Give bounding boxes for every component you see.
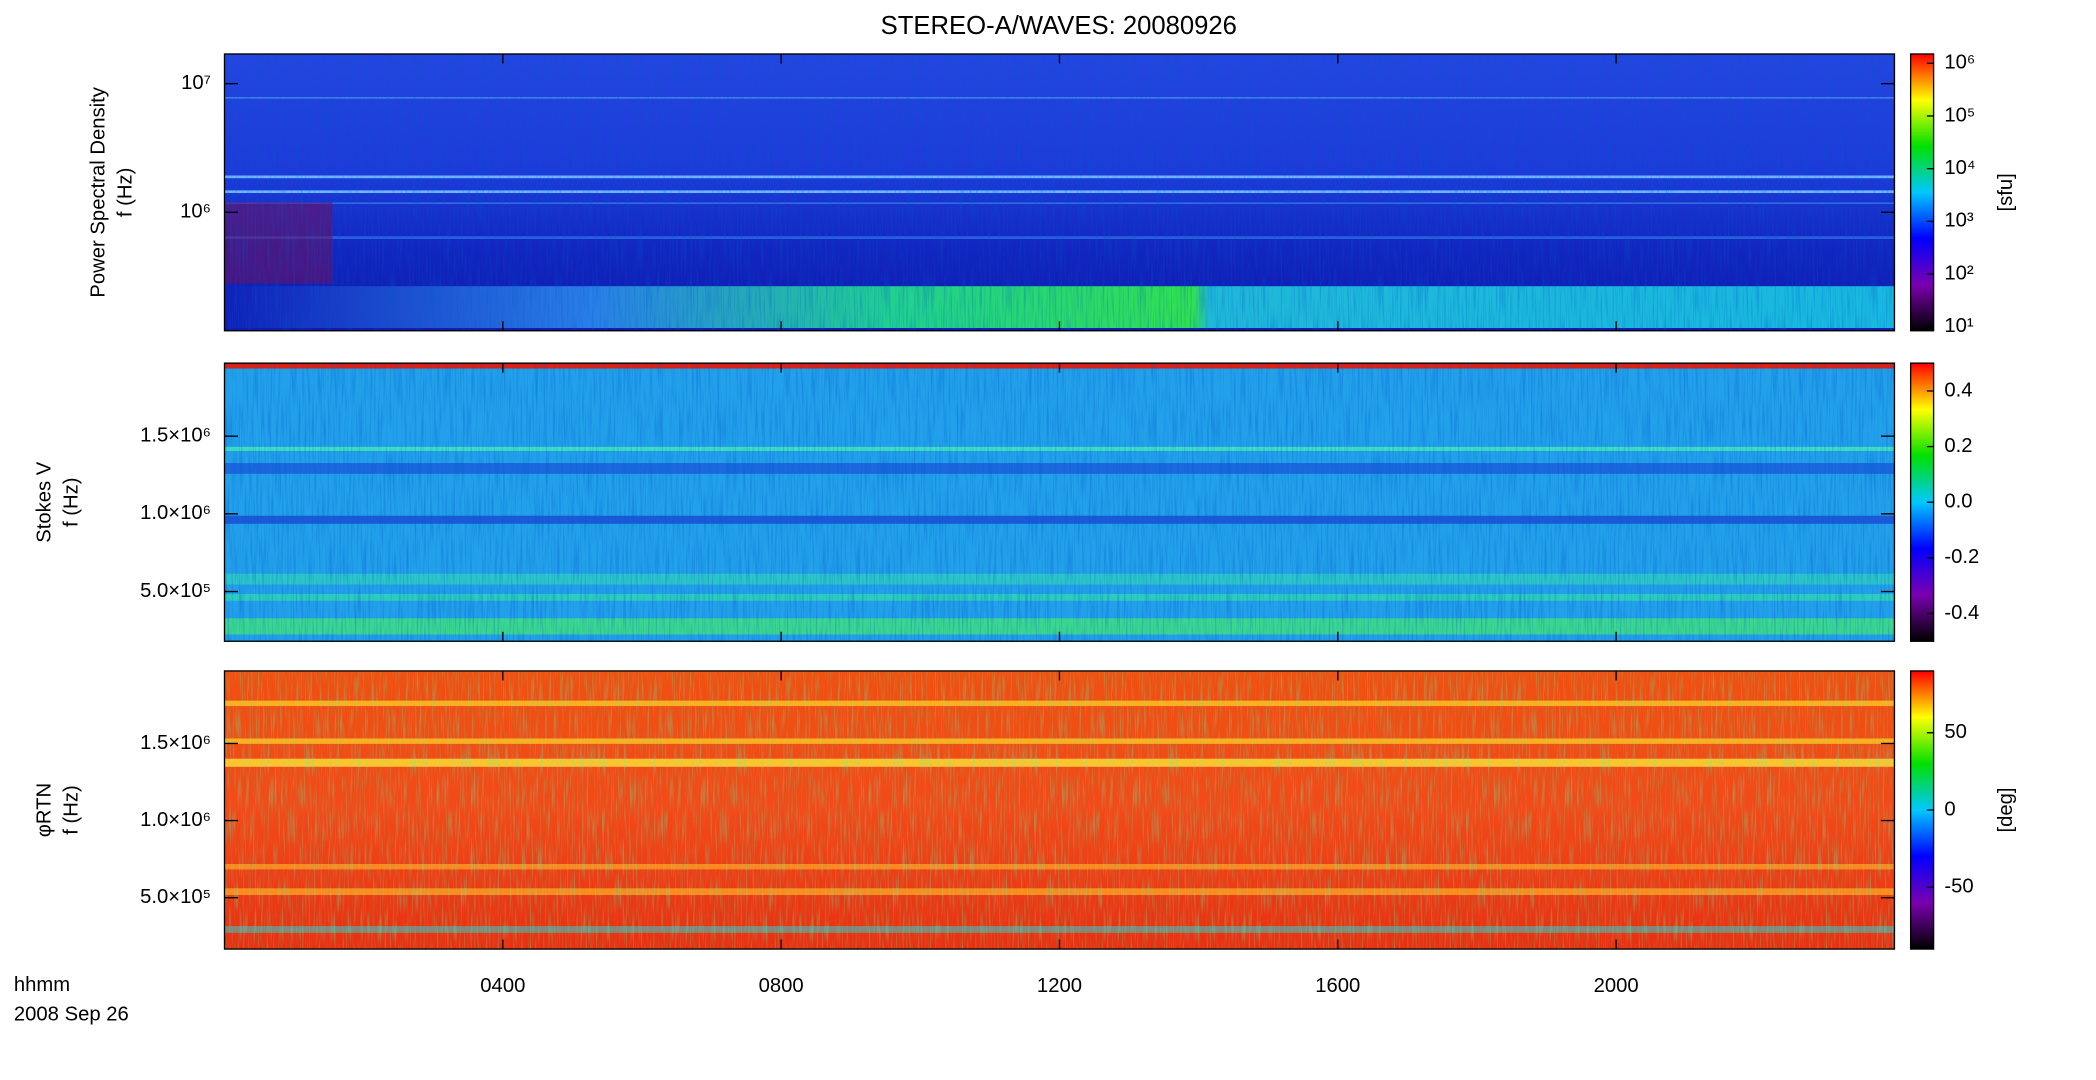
colorbar bbox=[1909, 53, 1935, 332]
x-tick-label: 2000 bbox=[1594, 975, 1639, 997]
y-axis-label: f (Hz) bbox=[60, 785, 82, 835]
figure-title: STEREO-A/WAVES: 20080926 bbox=[881, 12, 1237, 40]
y-tick-label: 1.0×10⁶ bbox=[140, 809, 211, 831]
colorbar-tick-label: 10² bbox=[1944, 262, 1974, 284]
y-axis-label: Power Spectral Density bbox=[87, 86, 109, 297]
y-axis-label: f (Hz) bbox=[114, 168, 136, 218]
x-tick-label: 0800 bbox=[759, 975, 804, 997]
y-axis-label: f (Hz) bbox=[60, 477, 82, 526]
colorbar-tick-label: 0.4 bbox=[1944, 379, 1972, 401]
colorbar-label: [deg] bbox=[1995, 787, 2017, 832]
colorbar-tick-label: 0.0 bbox=[1944, 491, 1972, 513]
colorbar-tick-label: 0 bbox=[1944, 798, 1955, 820]
x-axis-label: hhmm bbox=[14, 974, 70, 996]
y-axis-label: Stokes V bbox=[33, 461, 55, 543]
spectrogram-image bbox=[224, 54, 1895, 331]
y-tick-label: 10⁷ bbox=[181, 72, 211, 94]
spectrogram-image bbox=[224, 363, 1895, 642]
y-tick-label: 1.0×10⁶ bbox=[140, 502, 211, 524]
date-label: 2008 Sep 26 bbox=[14, 1004, 129, 1026]
colorbar-tick-label: -0.4 bbox=[1944, 602, 1979, 624]
colorbar-tick-label: 0.2 bbox=[1944, 435, 1972, 457]
x-tick-label: 1200 bbox=[1037, 975, 1082, 997]
y-tick-label: 10⁶ bbox=[180, 201, 211, 223]
colorbar-tick-label: 10⁵ bbox=[1944, 104, 1975, 126]
y-tick-label: 5.0×10⁵ bbox=[140, 886, 211, 908]
y-tick-label: 1.5×10⁶ bbox=[140, 732, 211, 754]
colorbar-label: [sfu] bbox=[1995, 173, 2017, 211]
x-tick-label: 1600 bbox=[1315, 975, 1360, 997]
spectrogram-image bbox=[224, 670, 1895, 950]
y-axis-label: φRTN bbox=[33, 783, 55, 837]
colorbar-tick-label: 10⁴ bbox=[1944, 157, 1975, 179]
colorbar-tick-label: 10¹ bbox=[1944, 315, 1974, 337]
y-tick-label: 5.0×10⁵ bbox=[140, 580, 211, 602]
colorbar-tick-label: 10⁶ bbox=[1944, 52, 1975, 74]
colorbar-tick-label: 50 bbox=[1944, 721, 1967, 743]
colorbar-tick-label: -50 bbox=[1944, 876, 1973, 898]
colorbar-tick-label: -0.2 bbox=[1944, 546, 1979, 568]
y-tick-label: 1.5×10⁶ bbox=[140, 425, 211, 447]
colorbar-tick-label: 10³ bbox=[1944, 210, 1974, 232]
x-tick-label: 0400 bbox=[480, 975, 525, 997]
